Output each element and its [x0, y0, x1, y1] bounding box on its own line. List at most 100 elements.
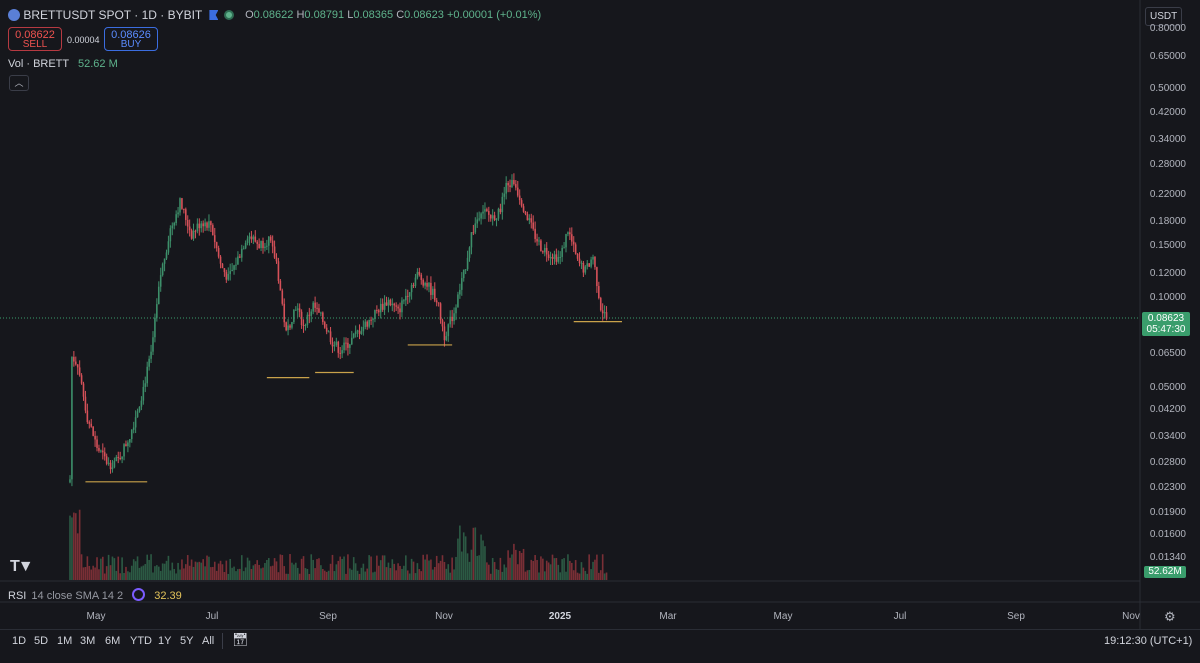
volume-bar: [488, 564, 490, 580]
candle-body: [171, 225, 174, 229]
candle-body: [376, 310, 378, 312]
symbol-title[interactable]: BRETTUSDT SPOT · 1D · BYBIT: [23, 8, 203, 22]
candle-body: [493, 215, 496, 220]
candle-body: [368, 319, 370, 327]
volume-bar: [592, 561, 594, 580]
candle-countdown: 05:47:30: [1146, 324, 1186, 335]
volume-bar: [511, 554, 513, 580]
buy-button[interactable]: 0.08626 BUY: [104, 27, 158, 51]
timeframe-button-1d[interactable]: 1D: [12, 635, 27, 647]
candle-body: [142, 386, 145, 401]
flag-icon[interactable]: [209, 10, 219, 20]
rsi-params: 14 close SMA 14 2: [31, 590, 124, 602]
volume-bar: [229, 558, 231, 580]
candle-body: [374, 310, 376, 319]
volume-bar: [605, 572, 608, 580]
candle-body: [540, 240, 542, 252]
candle-body: [408, 292, 411, 297]
volume-bar: [460, 551, 463, 580]
volume-bar: [217, 563, 220, 580]
volume-bar: [489, 573, 492, 580]
candle-body: [192, 230, 195, 239]
candle-body: [505, 183, 507, 194]
timeframe-button-1m[interactable]: 1M: [57, 635, 73, 647]
volume-bar: [300, 558, 303, 580]
timeframe-button-6m[interactable]: 6M: [105, 635, 121, 647]
low-value: 0.08365: [353, 9, 394, 21]
chevron-up-icon: ︿: [14, 78, 24, 88]
volume-bar: [188, 565, 191, 580]
volume-bar: [258, 564, 260, 580]
candle-body: [553, 254, 556, 259]
timeframe-button-3m[interactable]: 3M: [80, 635, 96, 647]
volume-bar: [92, 565, 94, 580]
volume-bar: [327, 570, 330, 580]
collapse-legend-button[interactable]: ︿: [9, 75, 29, 91]
candle-body: [385, 302, 388, 306]
candle-body: [175, 214, 177, 224]
candle-body: [186, 219, 189, 227]
volume-bar: [349, 568, 351, 580]
clock[interactable]: 19:12:30 (UTC+1): [1104, 635, 1193, 647]
candle-body: [134, 417, 137, 428]
candle-body: [457, 294, 459, 308]
currency-selector[interactable]: USDT: [1145, 7, 1183, 26]
candle-body: [285, 322, 287, 331]
settings-gear-icon[interactable]: ⚙: [1164, 609, 1176, 624]
candle-body: [356, 330, 359, 332]
toolbar-separator: [222, 633, 223, 649]
candle-body: [569, 232, 571, 235]
volume-bar: [144, 564, 147, 580]
volume-bar: [316, 559, 318, 580]
candle-body: [240, 248, 243, 258]
candle-body: [107, 462, 110, 464]
candle-body: [331, 341, 334, 347]
volume-bar: [96, 557, 98, 580]
candle-body: [416, 271, 419, 278]
volume-bar: [115, 570, 118, 580]
candle-body: [420, 274, 423, 280]
price-axis-label: 0.06500: [1149, 348, 1186, 359]
volume-bar: [132, 559, 135, 580]
volume-bar: [596, 554, 598, 580]
volume-legend[interactable]: Vol · BRETT 52.62 M: [8, 58, 118, 70]
volume-bar: [341, 558, 343, 580]
volume-bar: [148, 559, 150, 580]
timeframe-button-5y[interactable]: 5Y: [180, 635, 194, 647]
candle-body: [219, 256, 222, 264]
volume-bar: [403, 565, 405, 580]
volume-bar: [271, 565, 274, 580]
volume-bar: [405, 555, 407, 580]
date-range-icon[interactable]: 📅︎: [232, 632, 249, 647]
timeframe-button-ytd[interactable]: YTD: [130, 635, 152, 647]
volume-bar: [161, 563, 164, 580]
tradingview-logo-icon[interactable]: T▼: [10, 558, 34, 575]
rsi-legend[interactable]: RSI 14 close SMA 14 2 32.39: [8, 588, 182, 602]
volume-bar: [244, 567, 247, 580]
timeframe-button-all[interactable]: All: [202, 635, 215, 647]
volume-bar: [420, 571, 423, 580]
candle-body: [561, 247, 563, 257]
timeframe-button-5d[interactable]: 5D: [34, 635, 49, 647]
candle-body: [399, 308, 401, 313]
volume-bar: [499, 557, 502, 580]
volume-bar: [71, 517, 73, 580]
candle-body: [185, 209, 187, 220]
volume-bar: [225, 560, 228, 580]
candle-body: [217, 248, 220, 257]
candle-body: [592, 256, 594, 260]
volume-bar: [190, 559, 193, 580]
volume-bar: [154, 566, 156, 580]
candle-body: [183, 208, 185, 210]
timeframe-button-1y[interactable]: 1Y: [158, 635, 172, 647]
candle-body: [302, 324, 305, 326]
volume-bar: [322, 568, 324, 580]
candle-body: [381, 303, 384, 310]
price-axis-label: 0.02300: [1149, 482, 1186, 493]
candle-body: [233, 265, 235, 270]
sell-button[interactable]: 0.08622 SELL: [8, 27, 62, 51]
volume-bar: [374, 571, 376, 580]
price-axis-label: 0.22000: [1149, 189, 1186, 200]
volume-bar: [509, 557, 511, 580]
